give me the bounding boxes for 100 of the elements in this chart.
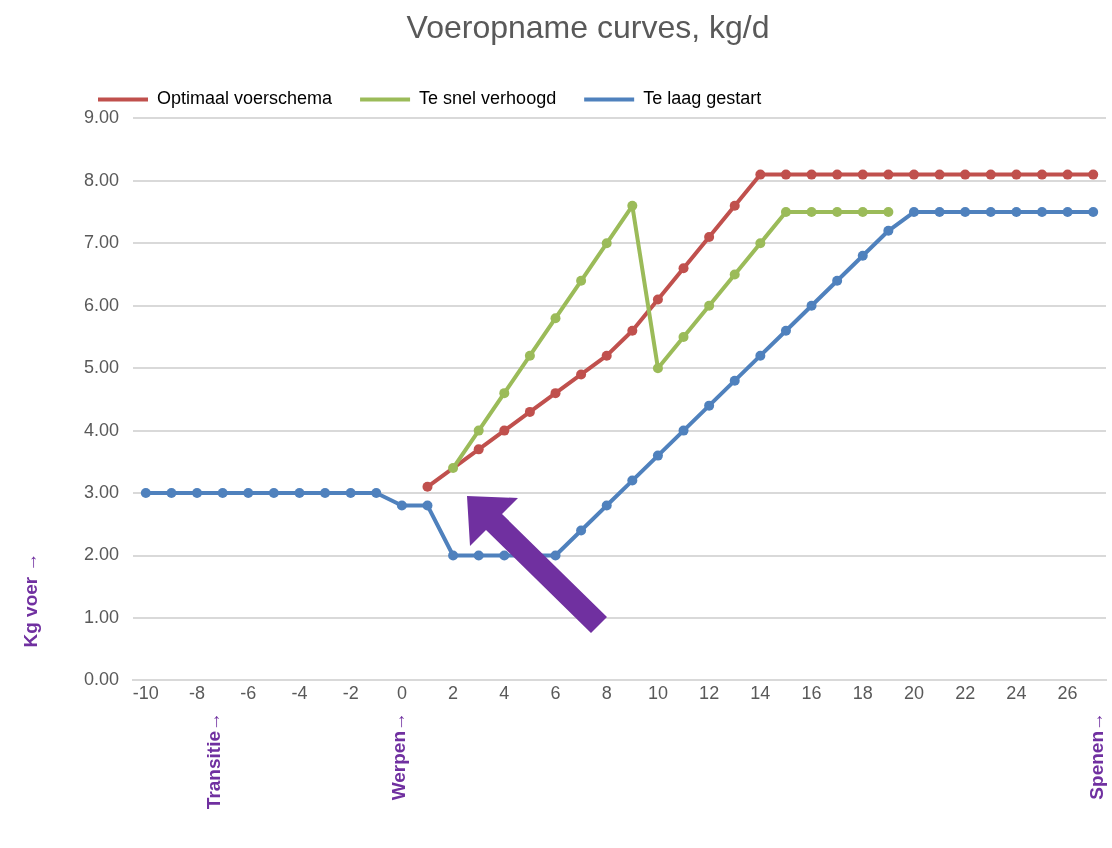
point [806,169,817,180]
point [1088,207,1099,218]
point [780,169,791,180]
legend-label: Optimaal voerschema [157,88,334,109]
y-tick-label: 7.00 [83,232,120,253]
point [832,275,843,286]
point [755,350,766,361]
point [627,475,638,486]
point [960,207,971,218]
point [1036,207,1047,218]
x-tick-label: 2 [448,683,459,704]
point [166,488,177,499]
point [729,200,740,211]
x-tick-label: 6 [550,683,561,704]
point [652,450,663,461]
point [627,200,638,211]
x-tick-label: 16 [801,683,822,704]
point [396,500,407,511]
y-tick-label: 0.00 [83,669,120,690]
point [499,425,510,436]
x-tick-label: 22 [955,683,976,704]
x-tick-label: -10 [132,683,159,704]
point [524,350,535,361]
x-tick-label: 10 [647,683,668,704]
point [755,169,766,180]
chart-title: Voeropname curves, kg/d [406,9,770,46]
point [985,169,996,180]
point [908,207,919,218]
point [729,375,740,386]
point [217,488,228,499]
point [806,300,817,311]
point [550,550,561,561]
point [857,169,868,180]
x-tick-label: 18 [852,683,873,704]
point [550,313,561,324]
point [908,169,919,180]
point [473,425,484,436]
point [140,488,151,499]
point [268,488,279,499]
legend-label: Te laag gestart [643,88,762,109]
x-tick-label: 12 [699,683,720,704]
x-tick-label: 0 [396,683,407,704]
x-tick-label: -2 [342,683,359,704]
point [576,275,587,286]
point [601,238,612,249]
x-tick-label: 8 [601,683,612,704]
point [243,488,254,499]
point [601,500,612,511]
y-tick-label: 9.00 [83,107,120,128]
text: Spenen→ [1086,712,1108,800]
point [422,500,433,511]
x-tick-label: 26 [1057,683,1078,704]
point [422,481,433,492]
point [985,207,996,218]
point [524,406,535,417]
y-tick-label: 2.00 [83,544,120,565]
point [1036,169,1047,180]
point [371,488,382,499]
point [1011,207,1022,218]
point [473,550,484,561]
x-tick-label: 20 [903,683,924,704]
point [192,488,203,499]
text: Werpen→ [388,712,410,801]
point [832,207,843,218]
x-tick-label: -6 [240,683,257,704]
point [1062,207,1073,218]
y-axis-title: Kg voer → [20,552,42,648]
point [729,269,740,280]
y-tick-label: 3.00 [83,482,120,503]
point [1062,169,1073,180]
point [294,488,305,499]
point [832,169,843,180]
point [652,294,663,305]
point [576,369,587,380]
point [576,525,587,536]
point [1088,169,1099,180]
point [780,325,791,336]
point [934,169,945,180]
point [883,207,894,218]
point [704,232,715,243]
point [960,169,971,180]
point [652,363,663,374]
point [1011,169,1022,180]
point [883,169,894,180]
point [345,488,356,499]
x-tick-label: -8 [189,683,206,704]
point [857,250,868,261]
y-tick-label: 6.00 [83,294,120,315]
point [934,207,945,218]
point [704,300,715,311]
point [883,225,894,236]
point [678,331,689,342]
point [448,463,459,474]
point [755,238,766,249]
point [473,444,484,455]
y-tick-label: 5.00 [83,357,120,378]
legend-label: Te snel verhoogd [419,88,557,109]
x-tick-label: 24 [1006,683,1027,704]
y-tick-label: 1.00 [83,606,120,627]
y-tick-label: 8.00 [83,169,120,190]
